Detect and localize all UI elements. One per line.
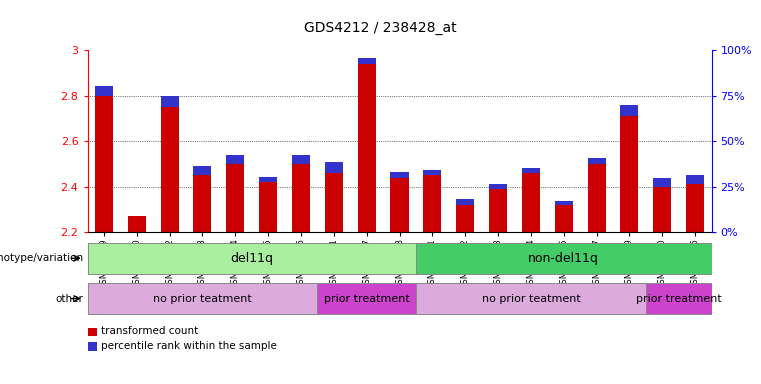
Bar: [646, 283, 712, 314]
Bar: [620, 105, 638, 116]
Bar: [522, 173, 540, 232]
Bar: [390, 172, 409, 178]
Bar: [686, 184, 704, 232]
Bar: [88, 243, 416, 274]
Bar: [259, 177, 277, 182]
Bar: [653, 178, 671, 187]
Bar: [226, 164, 244, 232]
Bar: [555, 201, 573, 205]
Bar: [193, 166, 212, 175]
Bar: [193, 175, 212, 232]
Bar: [259, 182, 277, 232]
Bar: [88, 283, 317, 314]
Bar: [226, 155, 244, 164]
Bar: [456, 205, 474, 232]
Bar: [522, 167, 540, 173]
Bar: [358, 58, 376, 64]
Bar: [489, 184, 507, 189]
Bar: [95, 96, 113, 232]
Text: GDS4212 / 238428_at: GDS4212 / 238428_at: [304, 21, 457, 35]
Bar: [489, 189, 507, 232]
Bar: [423, 175, 441, 232]
Bar: [292, 155, 310, 164]
Text: transformed count: transformed count: [101, 326, 199, 336]
Bar: [423, 170, 441, 175]
Bar: [456, 200, 474, 205]
Bar: [325, 162, 343, 173]
Bar: [317, 283, 416, 314]
Text: prior treatment: prior treatment: [324, 293, 409, 304]
Text: prior treatment: prior treatment: [636, 293, 721, 304]
Bar: [161, 107, 179, 232]
Bar: [390, 178, 409, 232]
Bar: [587, 164, 606, 232]
Bar: [653, 187, 671, 232]
Text: genotype/variation: genotype/variation: [0, 253, 84, 263]
Text: non-del11q: non-del11q: [528, 252, 599, 265]
Text: no prior teatment: no prior teatment: [153, 293, 252, 304]
Text: other: other: [56, 293, 84, 304]
Text: del11q: del11q: [231, 252, 273, 265]
Bar: [95, 86, 113, 96]
Bar: [128, 216, 146, 232]
Bar: [161, 96, 179, 107]
Text: percentile rank within the sample: percentile rank within the sample: [101, 341, 277, 351]
Bar: [325, 173, 343, 232]
Bar: [686, 175, 704, 184]
Bar: [587, 159, 606, 164]
Bar: [416, 283, 646, 314]
Bar: [416, 243, 712, 274]
Bar: [555, 205, 573, 232]
Text: no prior teatment: no prior teatment: [482, 293, 581, 304]
Bar: [292, 164, 310, 232]
Bar: [358, 64, 376, 232]
Bar: [620, 116, 638, 232]
